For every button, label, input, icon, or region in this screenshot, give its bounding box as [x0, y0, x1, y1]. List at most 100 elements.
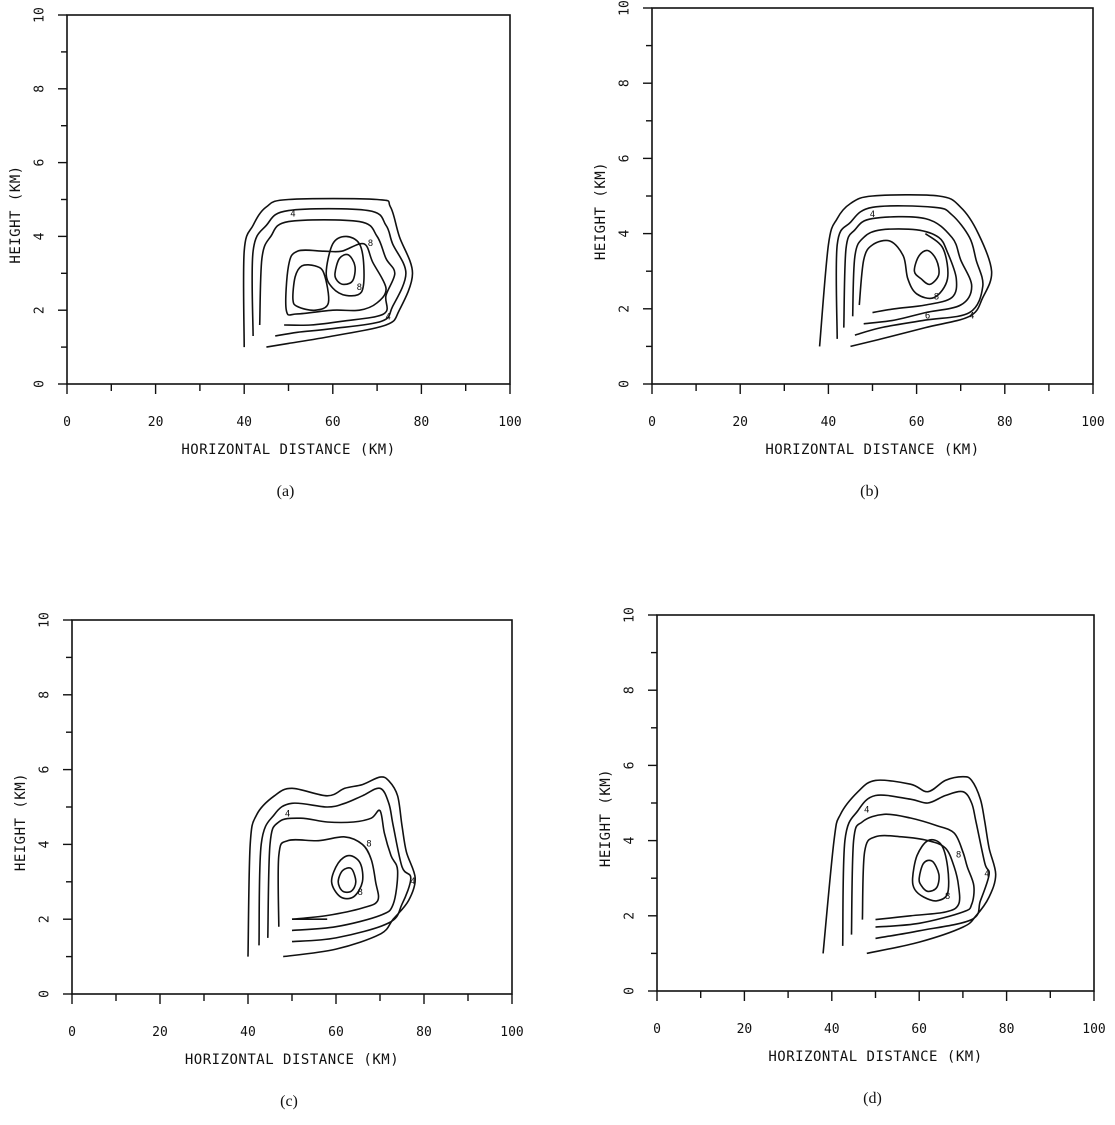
contour-label: 4: [385, 313, 390, 323]
contour-label: 8: [357, 283, 362, 293]
contour-line: [913, 249, 940, 286]
y-tick-label: 4: [623, 837, 638, 845]
contour-line: [843, 215, 973, 328]
y-tick-label: 8: [38, 691, 53, 699]
contour-line: [330, 854, 364, 900]
contour-line: [247, 776, 417, 958]
y-tick-label: 6: [33, 159, 48, 167]
contour-line: [277, 836, 380, 927]
contour-line: [258, 219, 396, 327]
contour-label: 4: [984, 869, 989, 879]
y-tick-label: 0: [618, 380, 633, 388]
x-tick-label: 60: [909, 415, 925, 430]
x-axis-label: HORIZONTAL DISTANCE (KM): [765, 442, 979, 458]
x-tick-label: 0: [63, 415, 71, 430]
y-tick-label: 2: [33, 306, 48, 314]
contour-label: 4: [864, 806, 869, 816]
contour-line: [822, 775, 997, 955]
y-tick-label: 0: [38, 990, 53, 998]
contour-label: 8: [368, 239, 373, 249]
panel-c: 0 20 40 60 80 100 0 2 4 6 8 10 HORIZONTAL DISTANCE (…: [13, 612, 524, 1110]
x-tick-label: 60: [328, 1025, 344, 1040]
x-tick-label: 40: [240, 1025, 256, 1040]
contour-label: 4: [285, 809, 290, 819]
x-tick-label: 60: [911, 1022, 927, 1037]
x-tick-label: 0: [648, 415, 656, 430]
y-tick-label: 6: [618, 154, 633, 162]
x-axis-label: HORIZONTAL DISTANCE (KM): [185, 1052, 399, 1068]
panel-d: 0 20 40 60 80 100 0 2 4 6 8 10 HORIZONTAL DISTANCE (…: [598, 607, 1106, 1107]
y-tick-label: 10: [38, 612, 53, 628]
contour-line: [267, 809, 399, 938]
x-tick-label: 80: [414, 415, 430, 430]
x-axis-label: HORIZONTAL DISTANCE (KM): [181, 442, 395, 458]
x-tick-label: 0: [68, 1025, 76, 1040]
contour-line: [337, 867, 357, 894]
contour-line: [918, 859, 940, 893]
contour-line: [284, 242, 387, 316]
contour-line: [841, 790, 991, 946]
x-tick-label: 60: [325, 415, 341, 430]
y-tick-label: 8: [623, 686, 638, 694]
contour-label: 8: [366, 839, 371, 849]
panel-a: 0 20 40 60 80 100 0 2 4 6 8 10 HORIZONTAL DISTANCE (…: [8, 7, 522, 500]
y-axis-label: HEIGHT (KM): [13, 773, 29, 871]
contour-line: [818, 193, 993, 348]
contour-label: 8: [357, 888, 362, 898]
y-tick-label: 0: [33, 380, 48, 388]
y-axis-label: HEIGHT (KM): [8, 165, 24, 263]
x-axis-label: HORIZONTAL DISTANCE (KM): [768, 1049, 982, 1065]
x-tick-label: 20: [737, 1022, 753, 1037]
x-tick-label: 20: [152, 1025, 168, 1040]
x-tick-label: 0: [653, 1022, 661, 1037]
contour-label: 6: [925, 311, 930, 321]
contour-label: 4: [969, 311, 974, 321]
y-tick-label: 0: [623, 987, 638, 995]
y-axis-label: HEIGHT (KM): [598, 769, 614, 867]
contour-line: [911, 838, 950, 902]
y-tick-label: 2: [618, 305, 633, 313]
contour-line: [251, 207, 407, 337]
x-tick-label: 20: [732, 415, 748, 430]
x-tick-label: 80: [416, 1025, 432, 1040]
contour-line: [292, 263, 330, 312]
contour-line: [858, 232, 949, 306]
contour-line: [242, 197, 414, 348]
y-tick-label: 4: [38, 840, 53, 848]
contour-label: 4: [870, 210, 875, 220]
contour-label: 4: [410, 877, 415, 887]
x-tick-label: 40: [236, 415, 252, 430]
panel-caption: (a): [277, 483, 295, 500]
contour-line: [851, 228, 958, 317]
plot-frame: [656, 614, 1095, 992]
y-tick-label: 10: [618, 0, 633, 16]
contour-line: [861, 834, 961, 921]
contour-line: [325, 235, 365, 297]
panel-caption: (b): [860, 483, 879, 500]
x-tick-label: 100: [500, 1025, 523, 1040]
contour-label: 8: [945, 892, 950, 902]
y-tick-label: 10: [33, 7, 48, 23]
x-tick-label: 20: [148, 415, 164, 430]
y-tick-label: 4: [618, 230, 633, 238]
contour-label: 4: [290, 209, 295, 219]
contour-label: 8: [956, 851, 961, 861]
y-tick-label: 8: [618, 79, 633, 87]
x-tick-label: 40: [821, 415, 837, 430]
y-tick-label: 2: [623, 912, 638, 920]
contour-line: [835, 205, 984, 339]
x-tick-label: 100: [1081, 415, 1104, 430]
contour-line: [850, 813, 975, 935]
contour-line: [258, 787, 412, 946]
y-tick-label: 10: [623, 607, 638, 623]
x-tick-label: 80: [997, 415, 1013, 430]
y-tick-label: 8: [33, 85, 48, 93]
contour-label: 8: [934, 293, 939, 303]
y-tick-label: 4: [33, 232, 48, 240]
plot-frame: [71, 619, 513, 995]
y-tick-label: 6: [623, 761, 638, 769]
contour-line: [334, 253, 356, 286]
x-tick-label: 40: [824, 1022, 840, 1037]
